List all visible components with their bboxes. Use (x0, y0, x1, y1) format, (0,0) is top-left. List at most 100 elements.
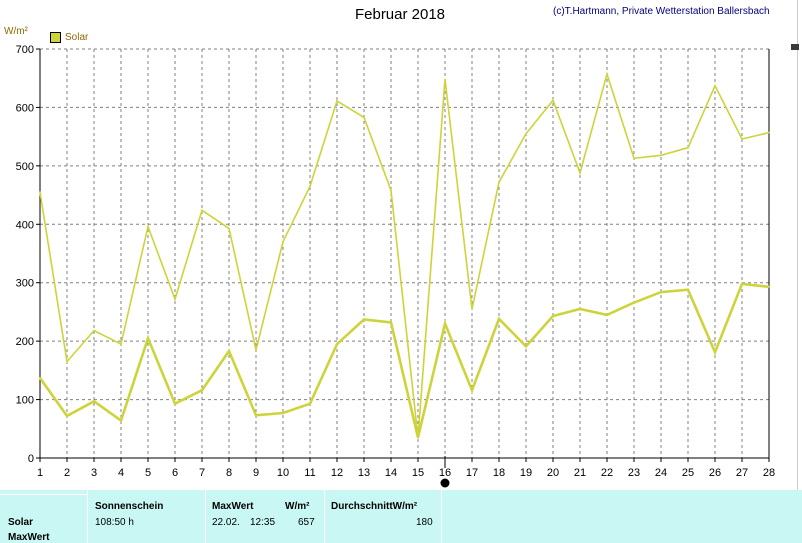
credit-text: (c)T.Hartmann, Private Wetterstation Bal… (553, 6, 770, 17)
y-tick-label: 700 (16, 44, 34, 56)
data-point-max (201, 209, 203, 212)
x-tick-label: 20 (547, 467, 559, 479)
sonnenschein-header: Sonnenschein (95, 501, 164, 512)
data-point-max (336, 100, 338, 102)
x-tick-label: 10 (277, 467, 289, 479)
data-point-max (66, 360, 68, 363)
x-tick-label: 28 (763, 467, 775, 479)
data-point-max (174, 298, 176, 300)
x-tick-label: 15 (412, 467, 424, 479)
y-tick-label: 100 (16, 395, 34, 407)
data-point-average (66, 415, 68, 417)
data-point-average (39, 377, 41, 379)
data-point-average (201, 389, 203, 392)
series-line-average (38, 282, 770, 438)
x-tick-label: 13 (358, 467, 370, 479)
x-tick-label: 3 (91, 467, 97, 479)
legend-swatch (50, 32, 61, 43)
y-tick-label: 200 (16, 336, 34, 348)
maxwert-unit: W/m² (285, 501, 310, 512)
data-point-max (687, 146, 689, 149)
maxwert-value: 657 (298, 517, 315, 528)
data-point-max (390, 189, 392, 192)
data-point-max (660, 154, 662, 157)
data-point-average (633, 301, 635, 304)
data-point-max (741, 138, 743, 140)
y-axis-unit: W/m² (4, 26, 28, 37)
data-point-average (93, 400, 95, 403)
scroll-thumb[interactable] (791, 44, 799, 50)
data-point-average (525, 345, 527, 348)
durchschnitt-header: DurchschnittW/m² (331, 501, 418, 512)
plot-background (40, 49, 769, 458)
data-point-average (606, 314, 608, 316)
x-tick-label: 4 (118, 467, 124, 479)
data-point-max (255, 349, 257, 351)
row-label-maxwert: MaxWert (8, 532, 50, 543)
panel-divider (324, 490, 325, 543)
data-point-average (390, 321, 392, 324)
x-tick-label: 18 (493, 467, 505, 479)
x-tick-label: 14 (385, 467, 397, 479)
series-line-max (39, 71, 770, 438)
scroll-rail (797, 0, 798, 490)
data-point-average (174, 402, 176, 405)
data-point-max (498, 181, 500, 184)
data-point-max (633, 157, 635, 160)
data-point-average (741, 283, 743, 285)
data-point-max (363, 116, 365, 119)
durchschnitt-value: 180 (416, 517, 433, 528)
data-point-average (309, 402, 311, 405)
data-point-average (552, 315, 554, 317)
data-point-max (39, 191, 41, 193)
data-point-max (228, 227, 230, 230)
data-point-average (714, 351, 716, 354)
data-point-max (579, 172, 581, 174)
data-point-max (471, 308, 473, 310)
x-tick-label: 27 (736, 467, 748, 479)
data-point-average (768, 286, 770, 288)
x-tick-label: 7 (199, 467, 205, 479)
data-point-max (714, 85, 716, 87)
panel-divider (87, 490, 88, 543)
row-label-solar: Solar (8, 517, 34, 528)
x-tick-label: 23 (628, 467, 640, 479)
cursor-marker (440, 478, 450, 488)
summary-panel: Solar MaxWert Sonnenschein 108:50 h MaxW… (0, 490, 802, 543)
data-point-average (363, 318, 365, 321)
data-point-average (660, 291, 662, 293)
data-point-max (552, 99, 554, 102)
legend: Solar (50, 32, 88, 43)
x-tick-label: 6 (172, 467, 178, 479)
data-point-max (147, 225, 149, 228)
data-point-max (93, 329, 95, 332)
data-point-average (687, 288, 689, 291)
y-tick-label: 400 (16, 219, 34, 231)
data-point-average (282, 412, 284, 414)
data-point-max (444, 78, 446, 81)
panel-divider (441, 490, 442, 543)
x-tick-label: 11 (304, 467, 315, 479)
sonnenschein-value: 108:50 h (95, 517, 134, 528)
data-point-average (471, 389, 473, 392)
y-tick-label: 0 (28, 453, 34, 465)
x-tick-label: 21 (574, 467, 586, 479)
data-point-max (768, 131, 770, 134)
data-point-average (498, 318, 500, 320)
panel-divider (205, 490, 206, 543)
data-point-average (444, 322, 446, 325)
x-tick-label: 16 (439, 467, 451, 479)
y-tick-label: 600 (16, 102, 34, 114)
data-point-max (525, 132, 527, 135)
data-point-max (120, 343, 122, 345)
maxwert-header: MaxWert (212, 501, 254, 512)
y-tick-label: 300 (16, 278, 34, 290)
data-point-average (228, 350, 230, 352)
x-tick-label: 5 (145, 467, 151, 479)
x-tick-label: 25 (682, 467, 694, 479)
x-tick-label: 22 (601, 467, 613, 479)
data-point-average (579, 308, 581, 310)
x-tick-label: 12 (331, 467, 343, 479)
data-point-average (255, 414, 257, 417)
